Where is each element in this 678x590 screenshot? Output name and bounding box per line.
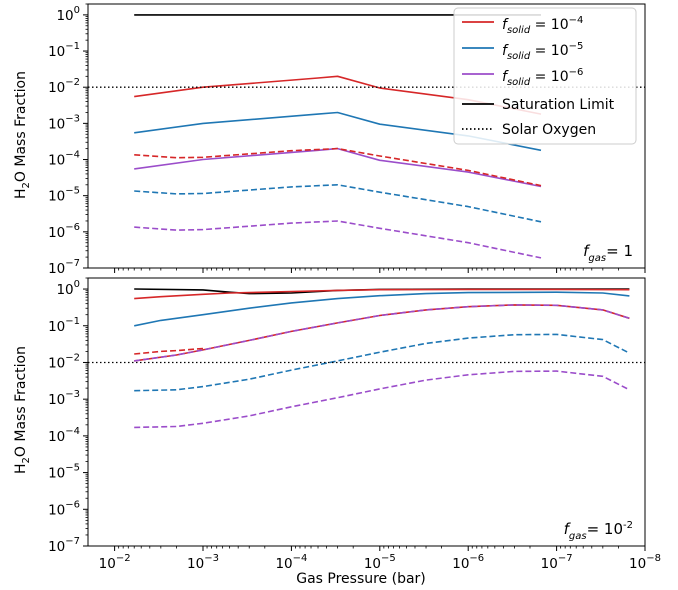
- panel-bottom-series-7-dashed: [134, 370, 630, 429]
- panel-top-series-4-dashed: [134, 147, 542, 187]
- panel-bottom-x-tick-label: 10−6: [452, 553, 484, 572]
- y-axis-label-top: H2O Mass Fraction: [13, 71, 32, 199]
- panel-bottom-y-tick-label: 10−2: [48, 352, 80, 371]
- panel-top-y-tick-label: 100: [56, 5, 80, 24]
- panel-top-frame: [87, 3, 646, 269]
- panel-bottom-series-1-solid: [134, 288, 630, 300]
- panel-bottom-y-tick-labels: 100 10−1 10−2 10−3 10−4 10−5 10−6 10−7: [48, 279, 80, 555]
- panel-bottom-series: [134, 288, 630, 429]
- legend-label-f-solid-1e-5: fsolid = 10−5: [502, 41, 583, 62]
- panel-bottom-y-tick-label: 10−7: [48, 536, 80, 555]
- panel-top-annotation: fgas= 1: [583, 242, 633, 264]
- panel-top-y-tick-label: 10−1: [48, 41, 80, 60]
- panel-bottom-x-tick-label: 10−3: [187, 553, 219, 572]
- panel-bottom-annotation: fgas= 10-2: [564, 520, 633, 542]
- legend-label-f-solid-1e-4: fsolid = 10−4: [502, 15, 583, 36]
- legend-label-solar-oxygen: Solar Oxygen: [502, 122, 596, 138]
- panel-bottom-series-6-dashed: [134, 333, 630, 392]
- panel-top-series-6-dashed: [134, 220, 542, 259]
- panel-bottom-y-tick-label: 10−4: [48, 426, 80, 445]
- x-axis-label: Gas Pressure (bar): [296, 571, 426, 587]
- panel-top-y-tick-labels: 100 10−1 10−2 10−3 10−4 10−5 10−6 10−7: [48, 5, 80, 277]
- legend-label-saturation-limit: Saturation Limit: [502, 97, 615, 113]
- panel-top-ticks: [83, 3, 646, 273]
- panel-top: 100 10−1 10−2 10−3 10−4 10−5 10−6 10−7 fgas= 1: [48, 3, 646, 277]
- panel-top-series-5-dashed: [134, 184, 542, 223]
- panel-top-y-tick-label: 10−5: [48, 186, 80, 205]
- legend-label-f-solid-1e-6: fsolid = 10−6: [502, 67, 583, 88]
- panel-bottom-series-4-dashed: [134, 304, 630, 362]
- panel-bottom-y-tick-label: 10−3: [48, 389, 80, 408]
- legend: fsolid = 10−4 fsolid = 10−5 fsolid = 10−…: [453, 7, 637, 145]
- panel-bottom-y-tick-label: 10−1: [48, 316, 80, 335]
- panel-bottom-frame: [87, 277, 646, 547]
- panel-bottom-series-2-solid: [134, 291, 630, 327]
- panel-bottom-y-tick-label: 10−6: [48, 499, 80, 518]
- legend-box: [453, 7, 637, 145]
- panel-bottom-x-tick-label: 10−4: [275, 553, 307, 572]
- panel-bottom-y-tick-label: 10−5: [48, 463, 80, 482]
- panel-bottom-x-tick-label: 10−2: [99, 553, 131, 572]
- panel-bottom-x-tick-label: 10−8: [629, 553, 661, 572]
- panel-top-y-tick-label: 10−7: [48, 258, 80, 277]
- panel-top-y-tick-label: 10−4: [48, 150, 80, 169]
- panel-top-y-tick-label: 10−2: [48, 77, 80, 96]
- panel-bottom-ticks: [83, 277, 646, 551]
- panel-top-y-tick-label: 10−3: [48, 113, 80, 132]
- panel-bottom-y-tick-label: 100: [56, 279, 80, 298]
- panel-top-series: [134, 14, 542, 259]
- panel-bottom: 100 10−1 10−2 10−3 10−4 10−5 10−6 10−7 10−2 10−3…: [48, 277, 661, 572]
- panel-bottom-x-tick-label: 10−5: [364, 553, 396, 572]
- panel-bottom-x-tick-label: 10−7: [541, 553, 573, 572]
- y-axis-label-bottom: H2O Mass Fraction: [13, 346, 32, 474]
- panel-top-y-tick-label: 10−6: [48, 222, 80, 241]
- panel-bottom-x-tick-labels: 10−2 10−3 10−4 10−5 10−6 10−7 10−8: [99, 553, 661, 572]
- panel-bottom-series-5-dashed: [134, 347, 204, 355]
